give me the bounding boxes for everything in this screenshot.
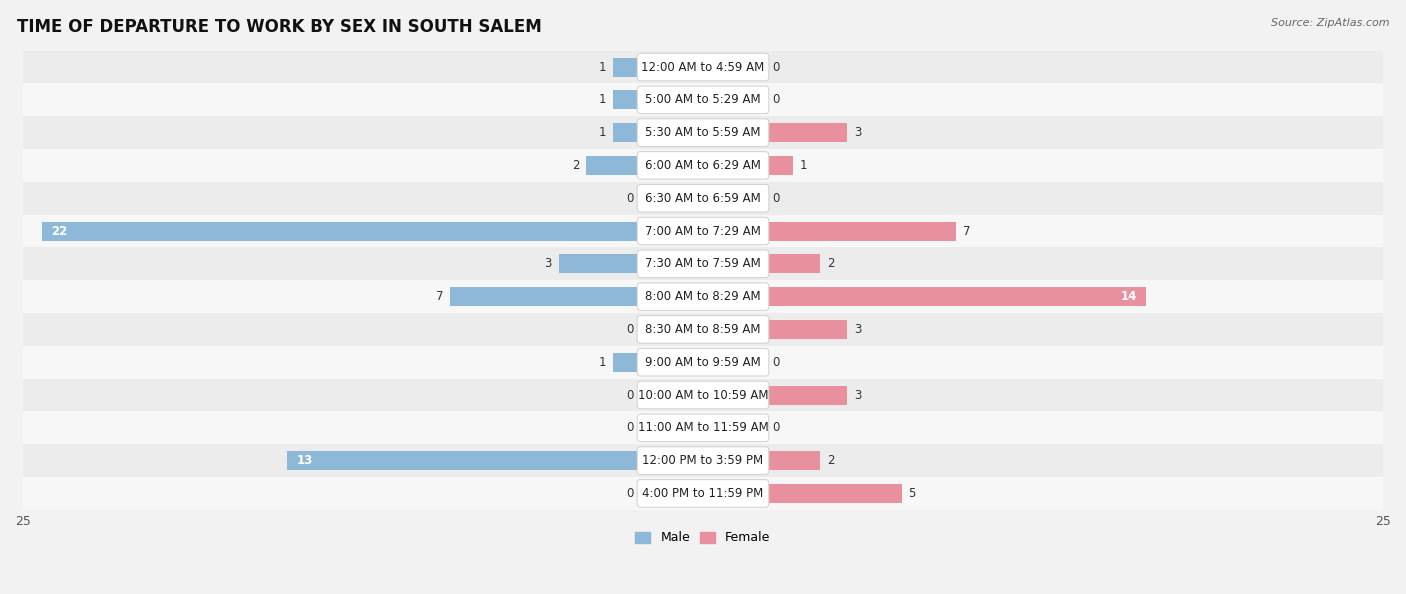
FancyBboxPatch shape <box>637 381 769 409</box>
Bar <box>765 451 820 470</box>
Text: 2: 2 <box>827 257 834 270</box>
Bar <box>558 254 641 273</box>
Text: 7:00 AM to 7:29 AM: 7:00 AM to 7:29 AM <box>645 225 761 238</box>
Bar <box>22 83 1384 116</box>
Text: 2: 2 <box>827 454 834 467</box>
Bar <box>22 50 1384 83</box>
Text: 4:00 PM to 11:59 PM: 4:00 PM to 11:59 PM <box>643 487 763 500</box>
Text: 0: 0 <box>626 487 634 500</box>
Bar <box>22 248 1384 280</box>
FancyBboxPatch shape <box>637 151 769 179</box>
Bar <box>765 222 956 241</box>
Text: 1: 1 <box>599 61 606 74</box>
Text: 3: 3 <box>544 257 553 270</box>
Text: 8:30 AM to 8:59 AM: 8:30 AM to 8:59 AM <box>645 323 761 336</box>
Text: 1: 1 <box>800 159 807 172</box>
Text: 12:00 PM to 3:59 PM: 12:00 PM to 3:59 PM <box>643 454 763 467</box>
FancyBboxPatch shape <box>637 447 769 475</box>
Bar <box>613 353 641 372</box>
Legend: Male, Female: Male, Female <box>630 526 776 549</box>
Bar <box>765 254 820 273</box>
Text: 8:00 AM to 8:29 AM: 8:00 AM to 8:29 AM <box>645 290 761 303</box>
Bar <box>765 123 848 142</box>
Bar <box>22 444 1384 477</box>
FancyBboxPatch shape <box>637 86 769 113</box>
Text: 11:00 AM to 11:59 AM: 11:00 AM to 11:59 AM <box>638 421 768 434</box>
Text: 13: 13 <box>297 454 312 467</box>
Text: 3: 3 <box>853 323 862 336</box>
Bar <box>42 222 641 241</box>
Text: 12:00 AM to 4:59 AM: 12:00 AM to 4:59 AM <box>641 61 765 74</box>
Bar <box>22 149 1384 182</box>
Text: 0: 0 <box>626 421 634 434</box>
Bar <box>22 214 1384 248</box>
Bar <box>22 412 1384 444</box>
Bar <box>765 386 848 405</box>
Bar <box>22 346 1384 378</box>
Bar <box>765 287 1146 306</box>
FancyBboxPatch shape <box>637 250 769 277</box>
Bar <box>586 156 641 175</box>
Text: 0: 0 <box>626 388 634 402</box>
Text: 5:30 AM to 5:59 AM: 5:30 AM to 5:59 AM <box>645 126 761 139</box>
Text: 5: 5 <box>908 487 915 500</box>
Text: 2: 2 <box>572 159 579 172</box>
Text: 3: 3 <box>853 388 862 402</box>
Text: 22: 22 <box>52 225 67 238</box>
Text: 1: 1 <box>599 93 606 106</box>
Text: 5:00 AM to 5:29 AM: 5:00 AM to 5:29 AM <box>645 93 761 106</box>
Text: 1: 1 <box>599 126 606 139</box>
Bar <box>450 287 641 306</box>
Text: Source: ZipAtlas.com: Source: ZipAtlas.com <box>1271 18 1389 28</box>
Bar <box>22 280 1384 313</box>
Text: 1: 1 <box>599 356 606 369</box>
Text: 0: 0 <box>772 421 780 434</box>
Text: 3: 3 <box>853 126 862 139</box>
Text: 14: 14 <box>1121 290 1137 303</box>
Text: 7: 7 <box>436 290 443 303</box>
Bar <box>765 484 901 503</box>
Bar <box>22 378 1384 412</box>
FancyBboxPatch shape <box>637 414 769 441</box>
FancyBboxPatch shape <box>637 349 769 376</box>
Bar <box>613 123 641 142</box>
Text: 6:30 AM to 6:59 AM: 6:30 AM to 6:59 AM <box>645 192 761 205</box>
FancyBboxPatch shape <box>637 479 769 507</box>
Bar <box>765 320 848 339</box>
Bar <box>287 451 641 470</box>
Bar <box>613 90 641 109</box>
Text: 0: 0 <box>772 61 780 74</box>
Text: TIME OF DEPARTURE TO WORK BY SEX IN SOUTH SALEM: TIME OF DEPARTURE TO WORK BY SEX IN SOUT… <box>17 18 541 36</box>
Bar <box>765 156 793 175</box>
Text: 9:00 AM to 9:59 AM: 9:00 AM to 9:59 AM <box>645 356 761 369</box>
Text: 0: 0 <box>772 192 780 205</box>
Text: 7:30 AM to 7:59 AM: 7:30 AM to 7:59 AM <box>645 257 761 270</box>
Text: 10:00 AM to 10:59 AM: 10:00 AM to 10:59 AM <box>638 388 768 402</box>
FancyBboxPatch shape <box>637 315 769 343</box>
Text: 0: 0 <box>626 192 634 205</box>
Text: 0: 0 <box>772 356 780 369</box>
Bar <box>22 182 1384 214</box>
FancyBboxPatch shape <box>637 185 769 212</box>
FancyBboxPatch shape <box>637 283 769 311</box>
FancyBboxPatch shape <box>637 217 769 245</box>
Bar <box>22 313 1384 346</box>
Bar <box>613 58 641 77</box>
Text: 0: 0 <box>626 323 634 336</box>
Bar <box>22 477 1384 510</box>
Text: 0: 0 <box>772 93 780 106</box>
Bar <box>22 116 1384 149</box>
Text: 7: 7 <box>963 225 970 238</box>
FancyBboxPatch shape <box>637 53 769 81</box>
Text: 6:00 AM to 6:29 AM: 6:00 AM to 6:29 AM <box>645 159 761 172</box>
FancyBboxPatch shape <box>637 119 769 146</box>
